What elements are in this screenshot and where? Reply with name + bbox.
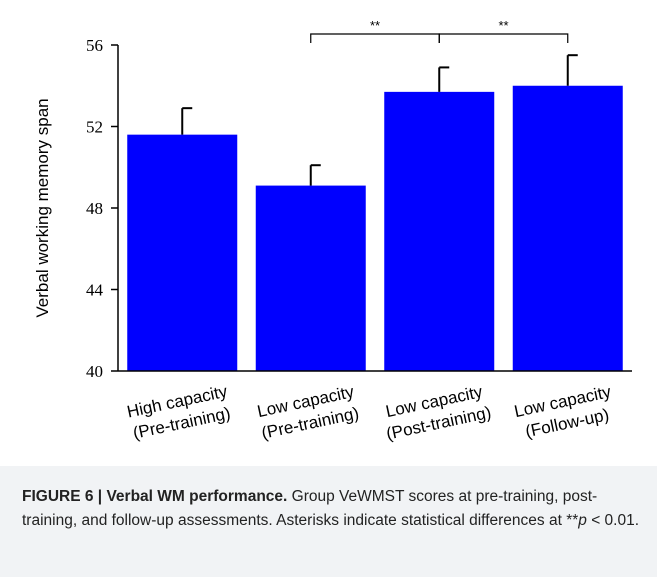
significance-label: **: [370, 18, 380, 33]
bar: [384, 92, 494, 371]
x-tick-label: Low capacity(Post-training): [380, 381, 493, 443]
y-axis-label: Verbal working memory span: [33, 98, 52, 317]
x-tick-label: Low capacity(Follow-up): [513, 382, 618, 443]
y-tick-label: 56: [86, 36, 103, 55]
y-tick-label: 44: [86, 281, 104, 300]
y-tick-label: 52: [86, 118, 103, 137]
bar: [127, 135, 237, 371]
y-tick-label: 48: [86, 199, 103, 218]
y-tick-label: 40: [86, 362, 103, 381]
bar-chart: 40 44 48 52 56 High capacity(Pre-training) Low…: [0, 0, 657, 466]
caption-title: Verbal WM performance.: [106, 488, 287, 505]
x-tick-label: High capacity(Pre-training): [125, 382, 234, 443]
caption-figure-label: FIGURE 6 |: [22, 488, 102, 505]
significance-bracket: [439, 34, 568, 43]
significance-label: **: [498, 18, 508, 33]
bar: [256, 186, 366, 371]
caption-p-threshold: < 0.01.: [587, 512, 639, 529]
x-tick-label: Low capacity(Pre-training): [255, 382, 361, 443]
figure-caption: FIGURE 6 | Verbal WM performance. Group …: [22, 485, 642, 533]
bar: [513, 86, 623, 371]
significance-bracket: [311, 34, 440, 43]
caption-p-symbol: p: [578, 512, 587, 529]
